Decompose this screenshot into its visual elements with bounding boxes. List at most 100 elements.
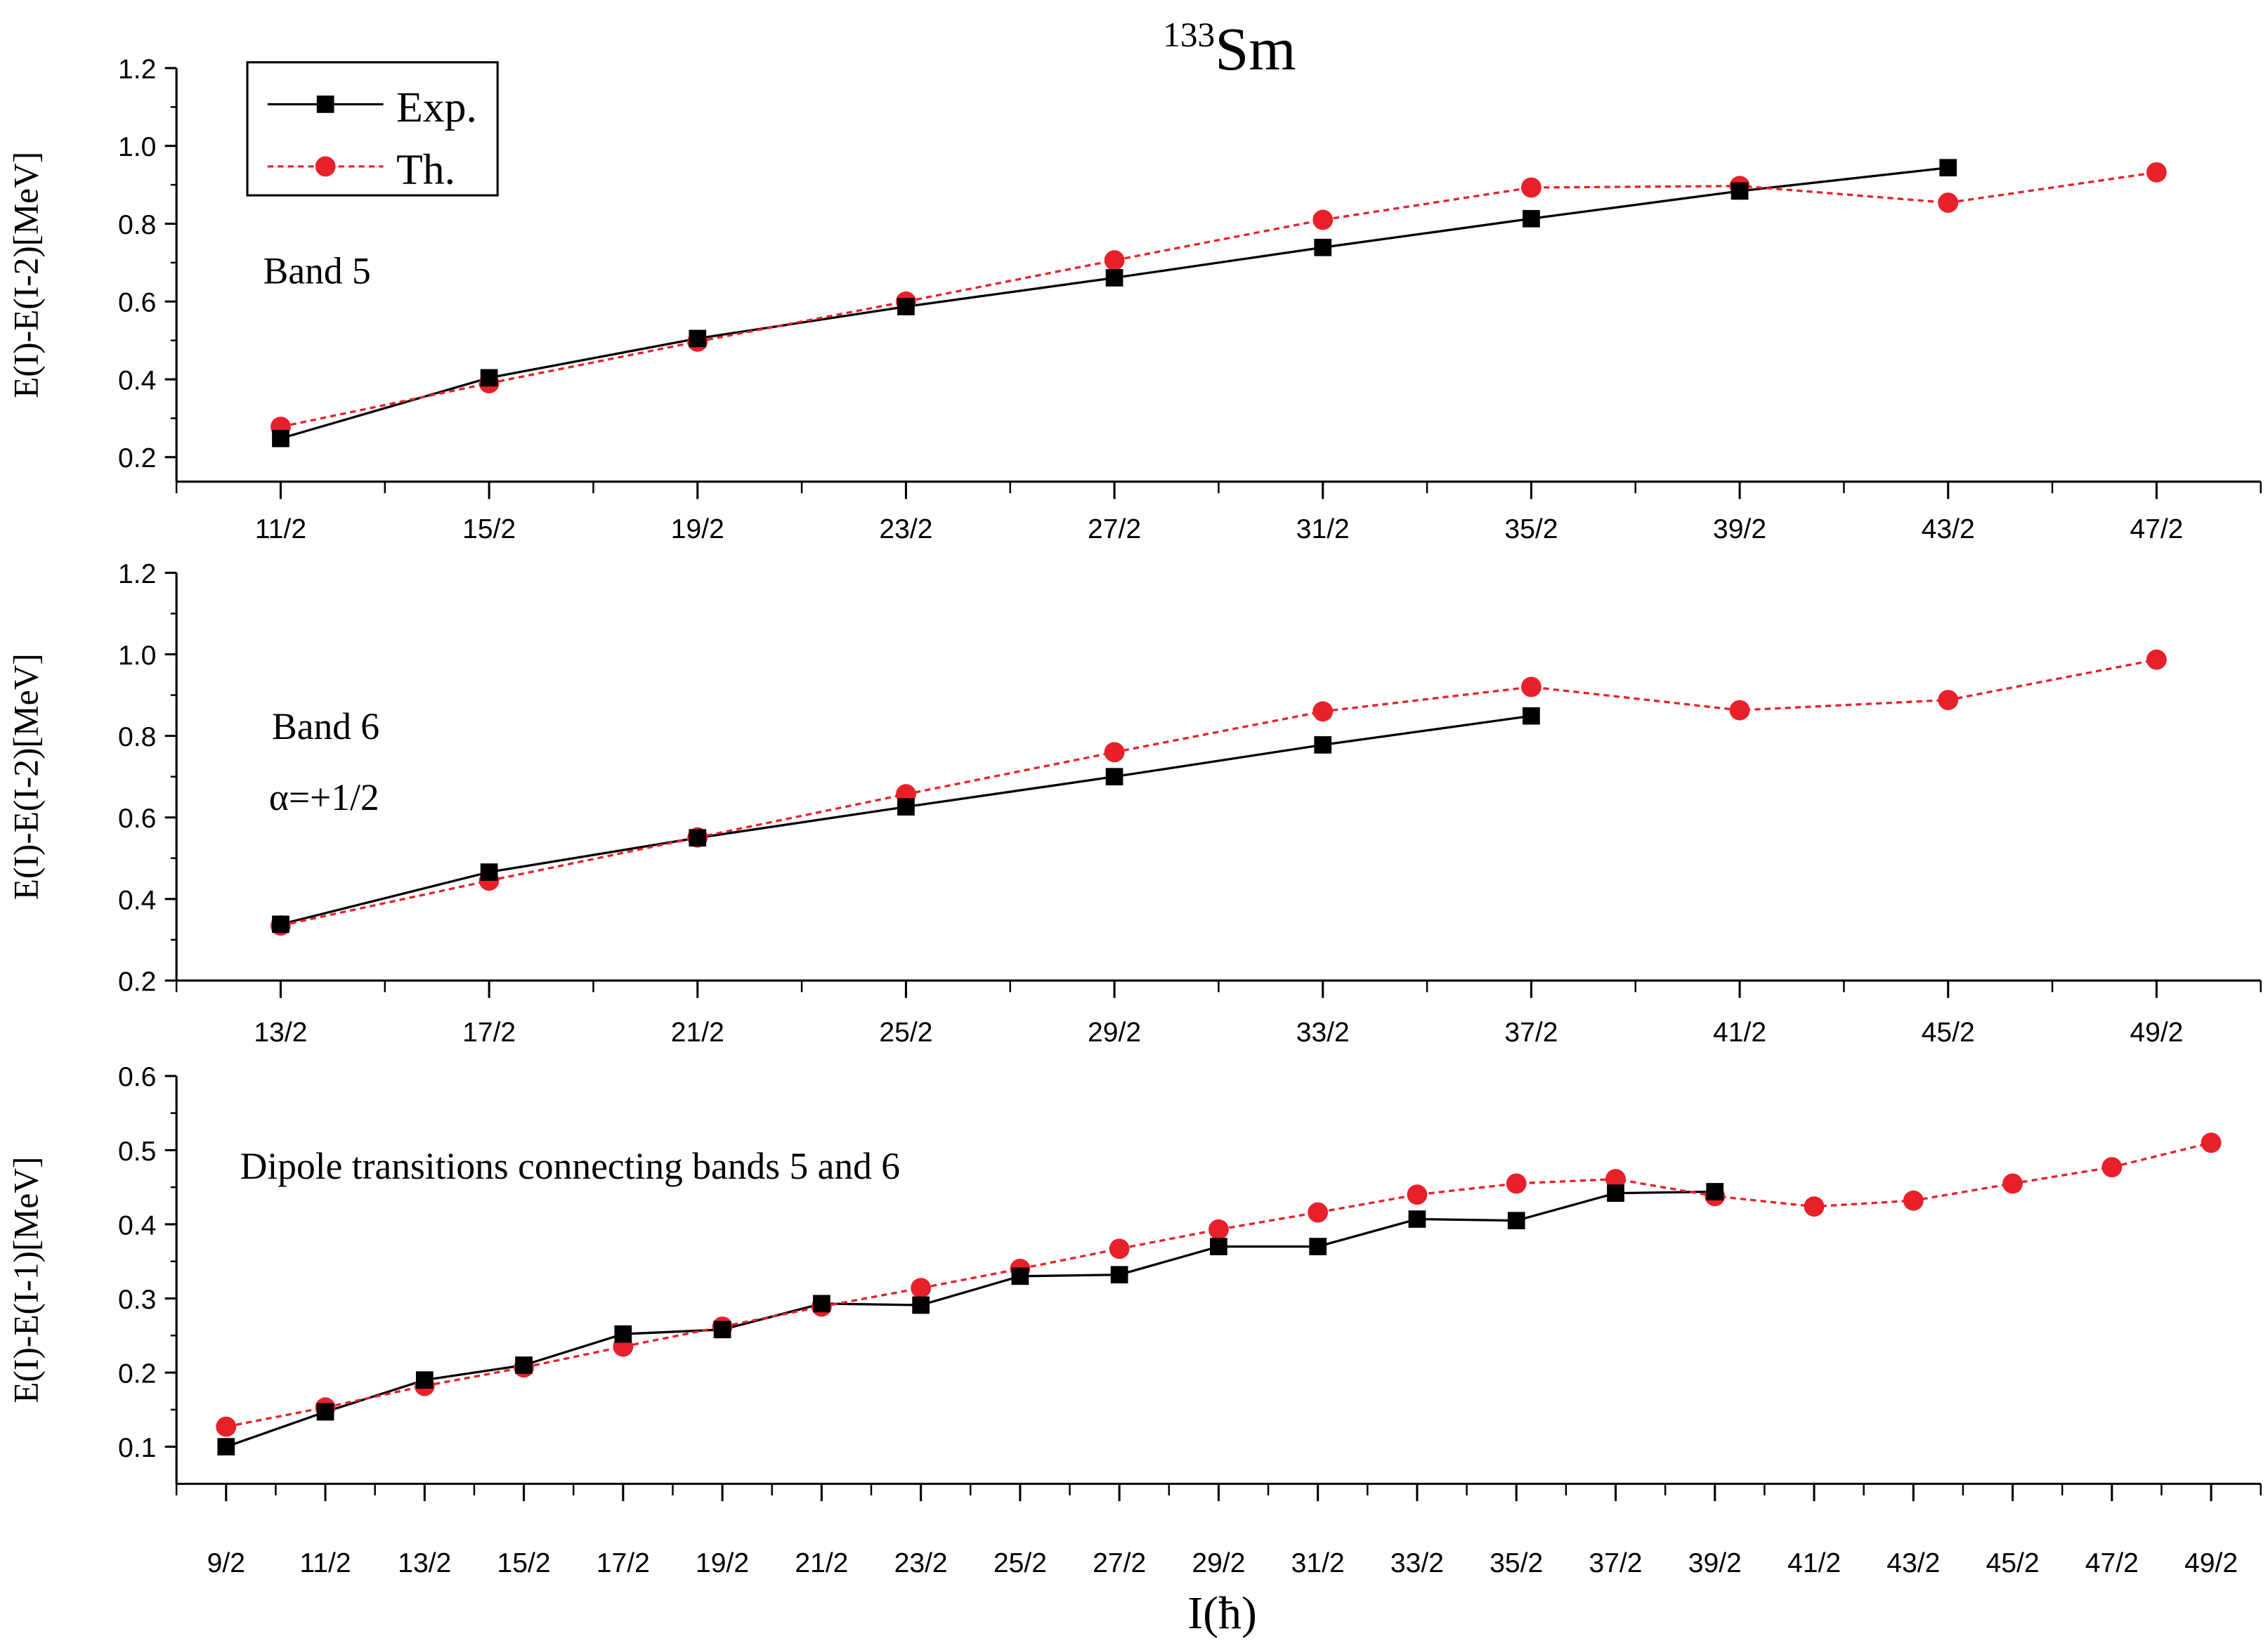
exp-point [272, 915, 289, 934]
exp-point [689, 329, 707, 348]
x-tick-label: 17/2 [462, 1017, 516, 1047]
exp-point [1523, 209, 1540, 228]
th-point [1109, 1238, 1130, 1259]
exp-point [1110, 1266, 1128, 1284]
x-tick-label: 19/2 [671, 514, 724, 544]
x-tick-label: 9/2 [207, 1548, 245, 1578]
x-tick-label: 21/2 [795, 1548, 848, 1578]
y-axis-label: E(I)-E(I-2)[MeV] [7, 653, 46, 900]
x-tick-label: 27/2 [1088, 514, 1141, 544]
y-tick-label: 0.6 [118, 288, 156, 318]
chart-title: 133Sm [1163, 15, 1296, 83]
exp-point [217, 1438, 235, 1455]
x-tick-label: 11/2 [299, 1548, 351, 1578]
th-series-line [280, 171, 2157, 428]
x-tick-label: 27/2 [1093, 1548, 1146, 1578]
y-tick-label: 0.4 [118, 1210, 156, 1241]
x-axis-label: I(ħ) [1187, 1588, 1257, 1639]
exp-point [1408, 1210, 1426, 1228]
exp-point [1523, 707, 1540, 725]
exp-point [1507, 1212, 1525, 1230]
annotation: Band 5 [263, 250, 371, 292]
y-tick-label: 0.1 [118, 1433, 156, 1463]
exp-point [515, 1356, 533, 1374]
x-tick-label: 41/2 [1787, 1548, 1841, 1578]
x-tick-label: 45/2 [1922, 1017, 1975, 1047]
y-tick-label: 0.2 [118, 967, 156, 997]
exp-point [813, 1295, 830, 1313]
x-tick-label: 29/2 [1088, 1017, 1141, 1047]
exp-point [1939, 159, 1957, 177]
exp-point [689, 829, 707, 847]
x-tick-label: 39/2 [1713, 514, 1766, 544]
th-point [2101, 1157, 2123, 1178]
th-point [1407, 1184, 1428, 1205]
y-tick-label: 0.5 [118, 1137, 156, 1167]
panel-1: 0.2 0.4 0.6 0.8 1.0 1.2 11/2 15/2 19/2 23/2 27/2 31… [7, 54, 2262, 544]
x-tick-label: 17/2 [597, 1548, 650, 1578]
annotation: Dipole transitions connecting bands 5 an… [240, 1145, 900, 1187]
th-point [2146, 649, 2167, 670]
x-tick-label: 49/2 [2184, 1548, 2238, 1578]
x-tick-label: 23/2 [879, 514, 932, 544]
annotation: α=+1/2 [269, 776, 379, 818]
y-tick-label: 0.6 [118, 804, 156, 834]
x-tick-label: 47/2 [2130, 514, 2183, 544]
y-tick-label: 0.3 [118, 1285, 156, 1315]
x-tick-label: 31/2 [1296, 514, 1350, 544]
x-tick-label: 37/2 [1589, 1548, 1642, 1578]
exp-point [1314, 736, 1332, 754]
x-tick-label: 39/2 [1688, 1548, 1742, 1578]
y-tick-label: 1.2 [118, 559, 156, 589]
exp-point [1706, 1183, 1724, 1200]
th-point [911, 1278, 932, 1299]
legend-th-marker [315, 156, 336, 177]
th-point [1312, 701, 1334, 722]
x-tick-label: 11/2 [255, 514, 306, 544]
exp-point [316, 1403, 334, 1421]
x-tick-label: 45/2 [1986, 1548, 2039, 1578]
th-point [1104, 250, 1125, 270]
exp-point [480, 863, 498, 881]
exp-point [614, 1325, 632, 1343]
x-tick-label: 15/2 [497, 1548, 551, 1578]
exp-series-line [280, 166, 1948, 440]
x-tick-label: 21/2 [671, 1017, 724, 1047]
th-point [1804, 1196, 1825, 1217]
x-tick-label: 43/2 [1886, 1548, 1940, 1578]
legend-th-label: Th. [396, 146, 455, 194]
legend-exp-label: Exp. [396, 84, 477, 131]
th-point [1308, 1202, 1329, 1223]
x-tick-label: 19/2 [696, 1548, 749, 1578]
y-tick-label: 1.0 [118, 132, 156, 162]
x-tick-label: 49/2 [2130, 1017, 2183, 1047]
x-tick-label: 37/2 [1504, 1017, 1558, 1047]
th-point [216, 1416, 237, 1437]
exp-point [272, 429, 289, 447]
y-axis-label: E(I)-E(I-1)[MeV] [7, 1157, 46, 1403]
y-tick-label: 0.4 [118, 885, 156, 915]
th-point [1208, 1219, 1229, 1240]
legend-exp-marker [316, 96, 334, 113]
exp-point [897, 298, 915, 315]
exp-point [1105, 269, 1123, 287]
exp-point [415, 1371, 434, 1389]
y-tick-label: 0.6 [118, 1062, 156, 1092]
exp-point [1309, 1238, 1327, 1255]
y-axis-label: E(I)-E(I-2)[MeV] [7, 152, 46, 398]
x-tick-label: 35/2 [1504, 514, 1558, 544]
y-tick-label: 0.2 [118, 443, 156, 473]
th-point [2146, 162, 2167, 183]
th-point [1605, 1169, 1626, 1189]
exp-point [1210, 1238, 1227, 1255]
th-point [1938, 192, 1959, 213]
th-point [1521, 676, 1542, 698]
exp-point [480, 369, 498, 387]
annotation: Band 6 [272, 705, 379, 747]
x-tick-label: 13/2 [398, 1548, 451, 1578]
x-tick-label: 33/2 [1296, 1017, 1350, 1047]
y-tick-label: 0.4 [118, 365, 156, 395]
y-tick-label: 0.8 [118, 210, 156, 240]
x-tick-label: 33/2 [1390, 1548, 1444, 1578]
